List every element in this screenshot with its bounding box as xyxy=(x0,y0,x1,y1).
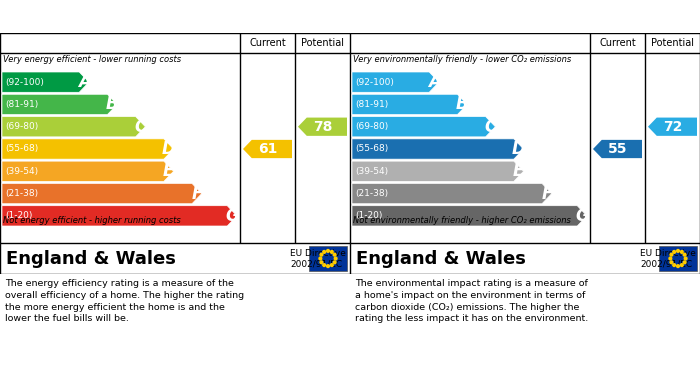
Text: (55-68): (55-68) xyxy=(355,145,388,154)
Polygon shape xyxy=(593,140,642,158)
Polygon shape xyxy=(2,94,117,115)
Text: 61: 61 xyxy=(258,142,277,156)
Text: (92-100): (92-100) xyxy=(5,78,44,87)
Text: Current: Current xyxy=(599,38,636,48)
Circle shape xyxy=(680,264,683,267)
Polygon shape xyxy=(2,183,202,204)
Text: The energy efficiency rating is a measure of the
overall efficiency of a home. T: The energy efficiency rating is a measur… xyxy=(5,279,244,323)
Text: EU Directive
2002/91/EC: EU Directive 2002/91/EC xyxy=(640,249,696,268)
Circle shape xyxy=(669,257,672,260)
Polygon shape xyxy=(2,139,174,159)
Text: Current: Current xyxy=(249,38,286,48)
Polygon shape xyxy=(2,72,89,92)
Text: (69-80): (69-80) xyxy=(355,122,388,131)
Text: B: B xyxy=(456,95,468,113)
Circle shape xyxy=(670,261,673,264)
Circle shape xyxy=(677,249,680,252)
Circle shape xyxy=(323,264,326,267)
Polygon shape xyxy=(352,117,496,137)
Text: (21-38): (21-38) xyxy=(5,189,38,198)
Text: (1-20): (1-20) xyxy=(5,212,32,221)
Text: Very energy efficient - lower running costs: Very energy efficient - lower running co… xyxy=(3,55,181,64)
Text: The environmental impact rating is a measure of
a home's impact on the environme: The environmental impact rating is a mea… xyxy=(355,279,588,323)
Circle shape xyxy=(327,249,330,252)
Circle shape xyxy=(319,257,322,260)
Circle shape xyxy=(673,264,675,267)
Text: Very environmentally friendly - lower CO₂ emissions: Very environmentally friendly - lower CO… xyxy=(353,55,571,64)
Text: EU Directive
2002/91/EC: EU Directive 2002/91/EC xyxy=(290,249,346,268)
Polygon shape xyxy=(352,94,467,115)
Circle shape xyxy=(320,253,323,256)
Polygon shape xyxy=(2,206,237,226)
Text: 72: 72 xyxy=(663,120,682,134)
Polygon shape xyxy=(352,72,439,92)
Polygon shape xyxy=(352,139,524,159)
Text: G: G xyxy=(575,207,589,225)
Polygon shape xyxy=(352,183,552,204)
Polygon shape xyxy=(648,118,697,136)
Circle shape xyxy=(335,257,337,260)
Circle shape xyxy=(670,253,673,256)
Text: G: G xyxy=(225,207,239,225)
Text: Potential: Potential xyxy=(301,38,344,48)
Text: A: A xyxy=(78,73,90,91)
Text: (81-91): (81-91) xyxy=(355,100,388,109)
Text: B: B xyxy=(106,95,118,113)
Circle shape xyxy=(677,265,680,267)
Circle shape xyxy=(327,265,330,267)
Text: (39-54): (39-54) xyxy=(355,167,388,176)
Text: Potential: Potential xyxy=(651,38,694,48)
Text: (1-20): (1-20) xyxy=(355,212,382,221)
Text: F: F xyxy=(541,185,552,203)
Text: (39-54): (39-54) xyxy=(5,167,38,176)
Circle shape xyxy=(333,253,336,256)
Text: Not environmentally friendly - higher CO₂ emissions: Not environmentally friendly - higher CO… xyxy=(353,216,571,225)
Text: (69-80): (69-80) xyxy=(5,122,38,131)
Bar xyxy=(659,246,697,271)
Text: D: D xyxy=(512,140,526,158)
Bar xyxy=(309,246,347,271)
Polygon shape xyxy=(2,117,146,137)
Polygon shape xyxy=(298,118,347,136)
Circle shape xyxy=(683,261,686,264)
Circle shape xyxy=(673,251,675,253)
Polygon shape xyxy=(2,161,174,181)
Text: (92-100): (92-100) xyxy=(355,78,394,87)
Text: (55-68): (55-68) xyxy=(5,145,38,154)
Text: Environmental Impact (CO₂) Rating: Environmental Impact (CO₂) Rating xyxy=(394,10,656,23)
Text: C: C xyxy=(134,118,146,136)
Text: (81-91): (81-91) xyxy=(5,100,38,109)
Text: E: E xyxy=(513,162,524,180)
Text: Not energy efficient - higher running costs: Not energy efficient - higher running co… xyxy=(3,216,181,225)
Text: 78: 78 xyxy=(313,120,332,134)
Text: England & Wales: England & Wales xyxy=(356,249,526,267)
Text: Energy Efficiency Rating: Energy Efficiency Rating xyxy=(83,10,267,23)
Circle shape xyxy=(330,251,333,253)
Circle shape xyxy=(683,253,686,256)
Circle shape xyxy=(320,261,323,264)
Circle shape xyxy=(680,251,683,253)
Text: D: D xyxy=(162,140,176,158)
Text: 55: 55 xyxy=(608,142,627,156)
Circle shape xyxy=(685,257,687,260)
Text: C: C xyxy=(484,118,496,136)
Text: F: F xyxy=(191,185,202,203)
Text: E: E xyxy=(163,162,174,180)
Polygon shape xyxy=(243,140,292,158)
Circle shape xyxy=(330,264,333,267)
Text: (21-38): (21-38) xyxy=(355,189,388,198)
Polygon shape xyxy=(352,161,524,181)
Text: A: A xyxy=(428,73,440,91)
Text: England & Wales: England & Wales xyxy=(6,249,176,267)
Circle shape xyxy=(323,251,326,253)
Polygon shape xyxy=(352,206,587,226)
Circle shape xyxy=(333,261,336,264)
